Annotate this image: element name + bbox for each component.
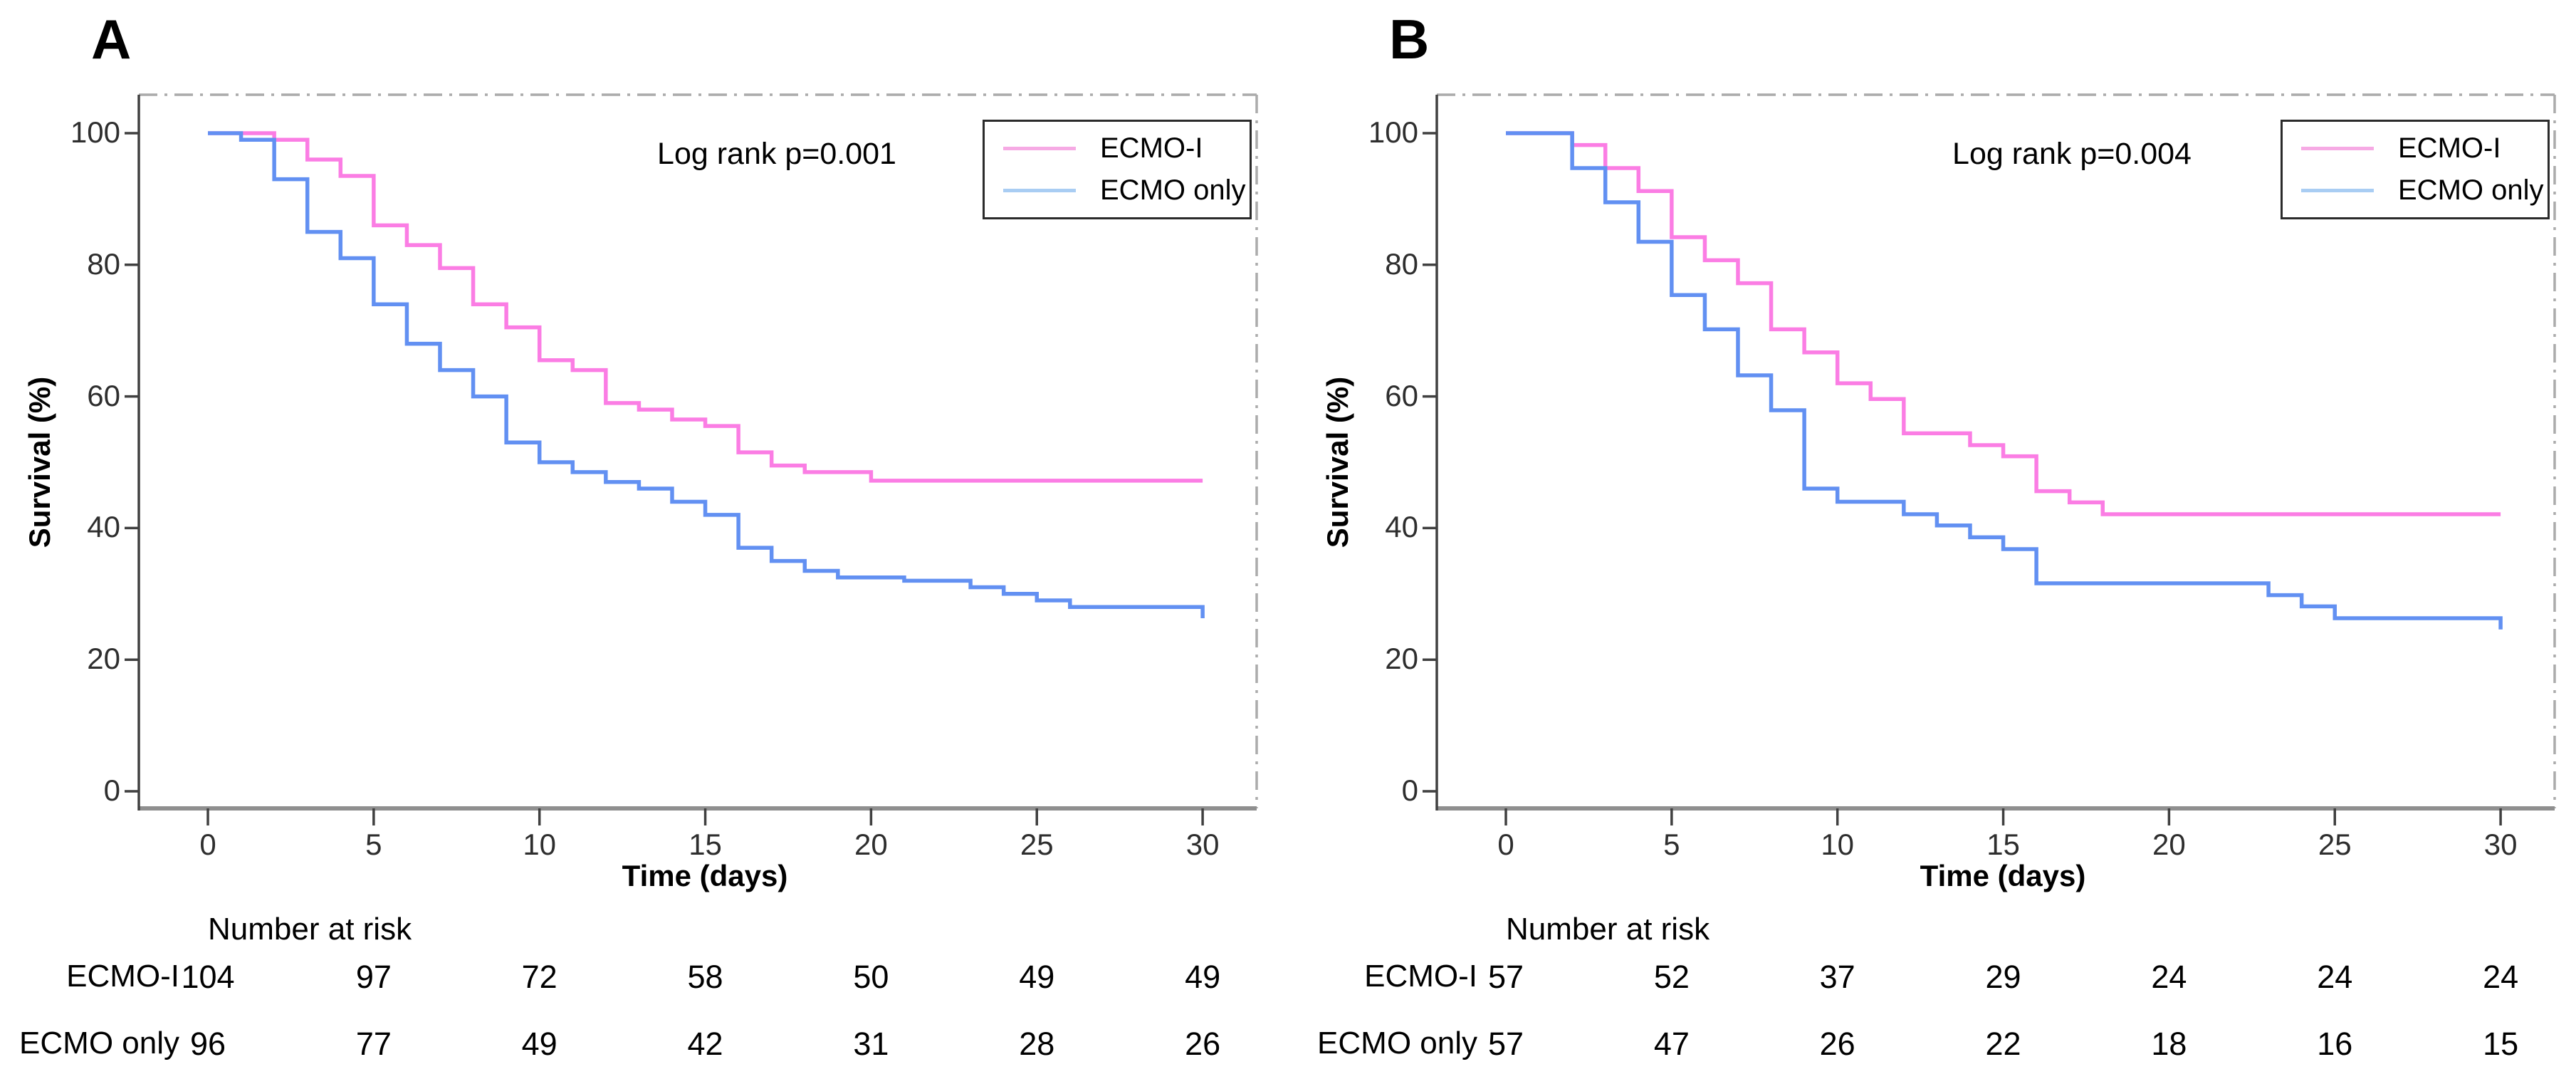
panel-a-x-tick-label: 10 bbox=[523, 828, 557, 861]
panel-a-risk-value: 49 bbox=[521, 1026, 557, 1062]
panel-a-label: A bbox=[91, 8, 132, 71]
panel-b-risk-value: 57 bbox=[1487, 1026, 1524, 1062]
panel-b-x-tick-label: 20 bbox=[2152, 828, 2186, 861]
panel-a-risk-value: 96 bbox=[189, 1026, 226, 1062]
panel-b-y-tick-label: 80 bbox=[1385, 246, 1418, 281]
panel-b-y-tick-label: 60 bbox=[1385, 378, 1418, 412]
panel-a-risk-row-label-ecmo-only: ECMO only bbox=[19, 1026, 179, 1061]
ecmo-i-line-swatch bbox=[2301, 146, 2374, 150]
panel-a-x-tick-label: 25 bbox=[1020, 828, 1054, 861]
ecmo-i-line-swatch bbox=[1003, 146, 1076, 150]
panel-b-risk-row-label-ecmo-only: ECMO only bbox=[1317, 1026, 1477, 1061]
panel-b-curve-ecmo-only bbox=[1506, 131, 2503, 630]
panel-b-x-axis-title: Time (days) bbox=[1920, 859, 2086, 892]
panel-a-x-tick-label: 15 bbox=[688, 828, 722, 861]
panel-b-y-tick-label: 40 bbox=[1385, 510, 1418, 544]
panel-b-risk-row-label-ecmo-i: ECMO-I bbox=[1364, 959, 1477, 994]
panel-b-y-tick-label: 0 bbox=[1401, 773, 1418, 807]
panel-b-risk-value: 24 bbox=[2317, 959, 2353, 995]
panel-b-risk-table-header: Number at risk bbox=[1506, 912, 1710, 947]
panel-a-logrank-annotation: Log rank p=0.001 bbox=[657, 137, 896, 171]
legend-label-ecmo-only: ECMO only bbox=[2398, 174, 2544, 207]
panel-a-risk-value: 58 bbox=[687, 959, 723, 995]
panel-b-label: B bbox=[1389, 8, 1430, 71]
panel-a-y-tick-label: 0 bbox=[103, 773, 120, 807]
panel-a-curve-ecmo-i bbox=[208, 131, 1203, 483]
panel-a-risk-value: 26 bbox=[1185, 1026, 1221, 1062]
panel-b-x-tick-label: 10 bbox=[1821, 828, 1855, 861]
panel-b-risk-value: 24 bbox=[2483, 959, 2519, 995]
panel-a-risk-table-header: Number at risk bbox=[208, 912, 412, 947]
panel-b-risk-value: 52 bbox=[1653, 959, 1690, 995]
panel-a-risk-value: 104 bbox=[181, 959, 235, 995]
panel-b-y-tick-label: 20 bbox=[1385, 642, 1418, 676]
panel-a-curve-ecmo-only bbox=[208, 131, 1205, 618]
panel-b-x-tick-label: 25 bbox=[2318, 828, 2352, 861]
panel-a-x-tick-label: 0 bbox=[199, 828, 216, 861]
panel-a-y-tick-label: 80 bbox=[87, 246, 120, 281]
legend-label-ecmo-only: ECMO only bbox=[1100, 174, 1246, 207]
panel-b-legend-item-ecmo-only: ECMO only bbox=[2283, 174, 2548, 207]
panel-b-risk-value: 18 bbox=[2151, 1026, 2187, 1062]
ecmo-only-line-swatch bbox=[1003, 189, 1076, 193]
panel-b-x-tick-label: 5 bbox=[1663, 828, 1680, 861]
panel-b-risk-value: 57 bbox=[1487, 959, 1524, 995]
panel-a-x-tick-label: 30 bbox=[1185, 828, 1220, 861]
panel-a-risk-value: 72 bbox=[521, 959, 557, 995]
panel-b-curve-ecmo-i bbox=[1506, 131, 2501, 516]
panel-a-x-tick-label: 5 bbox=[365, 828, 382, 861]
panel-a-y-tick-label: 60 bbox=[87, 378, 120, 412]
panel-a-risk-value: 31 bbox=[853, 1026, 889, 1062]
panel-b-logrank-annotation: Log rank p=0.004 bbox=[1952, 137, 2192, 171]
panel-a-risk-value: 42 bbox=[687, 1026, 723, 1062]
ecmo-only-line-swatch bbox=[2301, 189, 2374, 193]
legend-label-ecmo-i: ECMO-I bbox=[1100, 132, 1203, 164]
panel-a-legend: ECMO-I ECMO only bbox=[983, 120, 1252, 219]
panel-a-y-tick-label: 20 bbox=[87, 642, 120, 676]
panel-a-risk-value: 49 bbox=[1185, 959, 1221, 995]
panel-b-risk-value: 47 bbox=[1653, 1026, 1690, 1062]
panel-b-risk-value: 15 bbox=[2483, 1026, 2519, 1062]
panel-a-risk-value: 49 bbox=[1019, 959, 1055, 995]
panel-a-risk-value: 28 bbox=[1019, 1026, 1055, 1062]
panel-b-x-tick-label: 15 bbox=[1986, 828, 2020, 861]
panel-b-risk-value: 26 bbox=[1819, 1026, 1855, 1062]
panel-b-x-tick-label: 30 bbox=[2483, 828, 2518, 861]
panel-a-risk-value: 97 bbox=[355, 959, 392, 995]
panel-a-risk-value: 77 bbox=[355, 1026, 392, 1062]
panel-b-risk-value: 24 bbox=[2151, 959, 2187, 995]
panel-b-legend-item-ecmo-i: ECMO-I bbox=[2283, 132, 2548, 165]
panel-a-y-tick-label: 100 bbox=[70, 115, 120, 149]
legend-label-ecmo-i: ECMO-I bbox=[2398, 132, 2501, 164]
panel-b-risk-value: 37 bbox=[1819, 959, 1855, 995]
panel-b-risk-value: 29 bbox=[1985, 959, 2021, 995]
panel-a-x-axis-title: Time (days) bbox=[622, 859, 788, 892]
panel-a-y-tick-label: 40 bbox=[87, 510, 120, 544]
panel-a-legend-item-ecmo-i: ECMO-I bbox=[985, 132, 1250, 165]
panel-a-legend-item-ecmo-only: ECMO only bbox=[985, 174, 1250, 207]
panel-b-risk-value: 16 bbox=[2317, 1026, 2353, 1062]
panel-a-x-tick-label: 20 bbox=[854, 828, 888, 861]
panel-a-risk-row-label-ecmo-i: ECMO-I bbox=[66, 959, 179, 994]
panel-b-y-tick-label: 100 bbox=[1368, 115, 1418, 149]
panel-b-x-tick-label: 0 bbox=[1497, 828, 1514, 861]
panel-b-risk-value: 22 bbox=[1985, 1026, 2021, 1062]
panel-a-risk-value: 50 bbox=[853, 959, 889, 995]
panel-b-legend: ECMO-I ECMO only bbox=[2281, 120, 2550, 219]
